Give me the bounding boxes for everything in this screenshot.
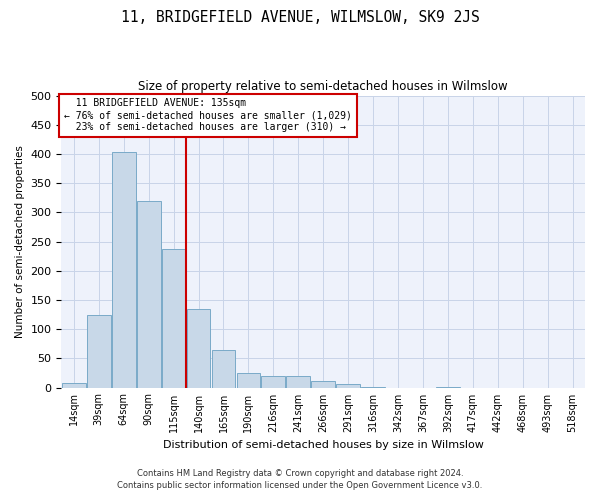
Bar: [236, 373, 260, 388]
Bar: [336, 384, 360, 388]
Bar: [187, 308, 211, 388]
Bar: [62, 384, 86, 388]
Bar: [212, 350, 235, 388]
Bar: [137, 200, 161, 388]
X-axis label: Distribution of semi-detached houses by size in Wilmslow: Distribution of semi-detached houses by …: [163, 440, 484, 450]
Title: Size of property relative to semi-detached houses in Wilmslow: Size of property relative to semi-detach…: [139, 80, 508, 93]
Y-axis label: Number of semi-detached properties: Number of semi-detached properties: [15, 145, 25, 338]
Text: 11 BRIDGEFIELD AVENUE: 135sqm
← 76% of semi-detached houses are smaller (1,029)
: 11 BRIDGEFIELD AVENUE: 135sqm ← 76% of s…: [64, 98, 352, 132]
Text: Contains HM Land Registry data © Crown copyright and database right 2024.
Contai: Contains HM Land Registry data © Crown c…: [118, 468, 482, 490]
Bar: [87, 315, 110, 388]
Bar: [262, 376, 285, 388]
Bar: [436, 387, 460, 388]
Text: 11, BRIDGEFIELD AVENUE, WILMSLOW, SK9 2JS: 11, BRIDGEFIELD AVENUE, WILMSLOW, SK9 2J…: [121, 10, 479, 25]
Bar: [286, 376, 310, 388]
Bar: [311, 380, 335, 388]
Bar: [361, 387, 385, 388]
Bar: [112, 152, 136, 388]
Bar: [162, 249, 185, 388]
